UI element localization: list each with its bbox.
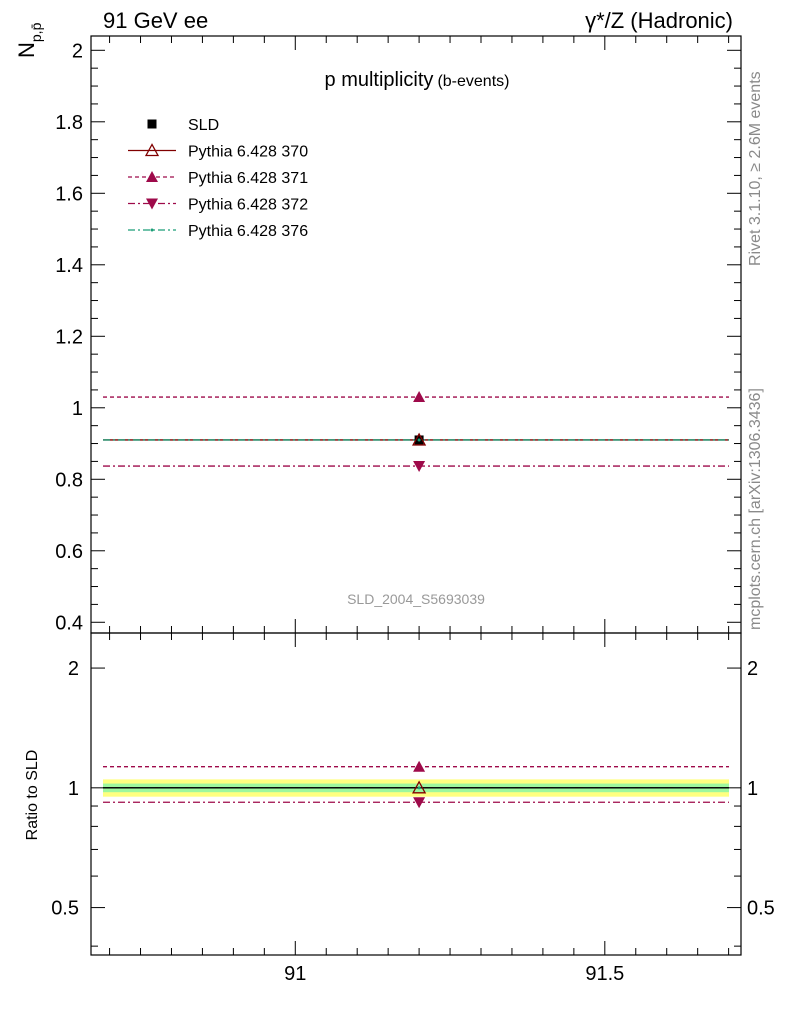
analysis-watermark: SLD_2004_S5693039 [347, 591, 485, 607]
data-point [417, 438, 421, 442]
main-ytick-label: 0.4 [55, 612, 83, 634]
legend-label: SLD [188, 117, 219, 134]
data-point [413, 391, 426, 403]
ratio-point [413, 797, 426, 809]
rivet-version-label: Rivet 3.1.10, ≥ 2.6M events [747, 71, 764, 266]
chart-title-main: p multiplicity [325, 69, 434, 91]
legend-label: Pythia 6.428 372 [188, 197, 308, 214]
legend: SLD Pythia 6.428 370 Pythia 6.428 371 Pythi… [128, 117, 308, 240]
legend-marker [146, 171, 158, 182]
x-tick-label: 91 [284, 963, 306, 985]
ratio-series-markers [412, 760, 427, 809]
main-ytick-label: 1.8 [55, 112, 83, 134]
mcplots-reference-label: mcplots.cern.ch [arXiv:1306.3436] [747, 388, 764, 630]
main-ytick-label: 1.2 [55, 326, 83, 348]
ratio-ytick-label-left: 1 [68, 778, 79, 800]
legend-marker [144, 143, 160, 157]
ratio-ytick-label-left: 0.5 [51, 898, 79, 920]
legend-marker [146, 198, 158, 210]
ylabel-main: N [14, 42, 39, 58]
ratio-point [412, 780, 427, 794]
ratio-ylabel: Ratio to SLD [24, 750, 41, 841]
main-ytick-label: 1.6 [55, 183, 83, 205]
svg-text:Np,p̄: Np,p̄ [14, 22, 44, 58]
main-series-markers [412, 391, 427, 473]
ratio-point [413, 760, 426, 772]
legend-marker [147, 119, 157, 129]
ratio-frame [90, 632, 742, 956]
ratio-point [417, 786, 421, 790]
main-axis-ticks: 0.4 0.6 0.8 1 1.2 1.4 1.6 1.8 2 [55, 40, 741, 634]
main-series-lines [103, 396, 729, 467]
chart-title: p multiplicity (b-events) [325, 69, 510, 91]
ratio-ytick-label-left: 2 [68, 658, 79, 680]
legend-label: Pythia 6.428 371 [188, 170, 308, 187]
main-ytick-label: 1 [72, 398, 83, 420]
header-right: γ*/Z (Hadronic) [585, 8, 733, 33]
main-ylabel: Np,p̄ [14, 22, 44, 58]
ylabel-sub: p,p̄ [28, 22, 44, 42]
x-axis-ticks: 91 91.5 [109, 36, 730, 985]
data-point [412, 432, 427, 446]
ratio-axis-ticks: 0.5 0.5 1 1 2 2 [51, 658, 775, 947]
main-ytick-label: 1.4 [55, 255, 83, 277]
main-ytick-label: 2 [72, 40, 83, 62]
ratio-ytick-label-right: 0.5 [747, 898, 775, 920]
data-point [413, 461, 426, 473]
header-left: 91 GeV ee [103, 8, 208, 33]
legend-marker [150, 228, 154, 232]
x-tick-label: 91.5 [585, 963, 624, 985]
legend-label: Pythia 6.428 376 [188, 223, 308, 240]
ratio-ytick-label-right: 1 [747, 778, 758, 800]
main-ytick-label: 0.8 [55, 469, 83, 491]
main-ytick-label: 0.6 [55, 541, 83, 563]
chart-title-suffix: (b-events) [437, 73, 509, 90]
ratio-ytick-label-right: 2 [747, 658, 758, 680]
legend-label: Pythia 6.428 370 [188, 144, 308, 161]
